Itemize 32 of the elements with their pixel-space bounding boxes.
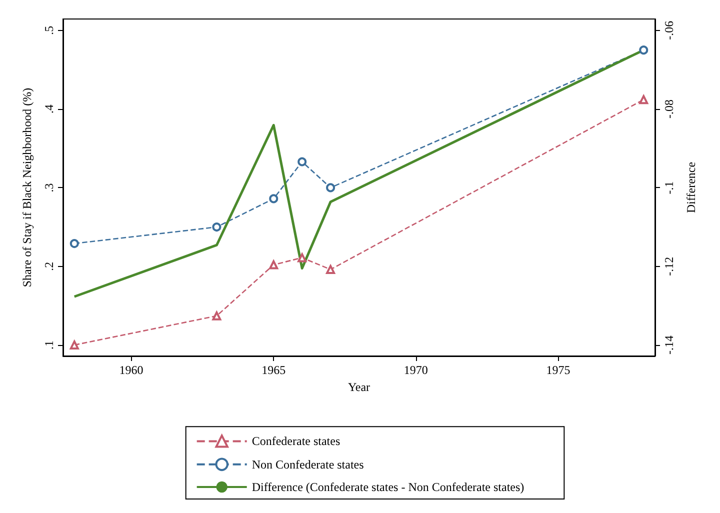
y2-tick-label: -.1	[662, 181, 676, 194]
point	[326, 264, 336, 274]
y-axis-title: Share of Stay if Black Neighborhood (%)	[20, 88, 34, 288]
point	[639, 95, 648, 104]
x-tick-label: 1975	[546, 363, 570, 377]
legend-label: Confederate states	[252, 434, 340, 448]
y2-axis-title: Difference	[684, 162, 698, 214]
y2-tick-label: -.06	[662, 20, 676, 40]
y2-tick-label: -.08	[662, 100, 676, 119]
y-tick-label: .2	[42, 262, 56, 271]
point	[269, 260, 278, 270]
legend-label: Difference (Confederate states - Non Confederate states)	[252, 480, 524, 494]
y2-tick-label: -.12	[662, 256, 676, 276]
x-axis-title: Year	[348, 380, 370, 394]
point	[70, 239, 79, 248]
point	[326, 183, 336, 192]
y-tick-label: .3	[42, 183, 56, 192]
point	[70, 340, 79, 350]
y-tick-label: .1	[42, 340, 56, 350]
point	[639, 46, 648, 55]
x-tick-label: 1960	[119, 363, 144, 377]
x-tick-label: 1965	[262, 363, 286, 377]
x-tick-label: 1970	[404, 363, 428, 377]
y-tick-label: .4	[42, 104, 56, 114]
point	[298, 157, 307, 166]
point	[269, 194, 278, 204]
point	[212, 311, 222, 320]
legend-label: Non Confederate states	[252, 457, 364, 472]
point	[212, 222, 222, 232]
point	[298, 253, 307, 262]
y2-tick-label: -.14	[662, 335, 676, 354]
y-tick-label: .5	[42, 26, 56, 35]
